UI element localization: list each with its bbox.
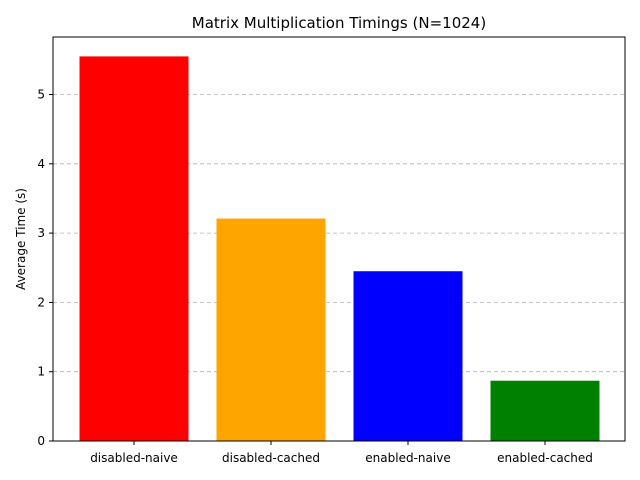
- bars: [79, 56, 600, 442]
- y-tick-label: 5: [37, 88, 45, 102]
- x-tick-label: enabled-cached: [497, 451, 593, 465]
- bar-disabled-cached: [216, 218, 326, 441]
- y-tick-label: 2: [37, 295, 45, 309]
- bar-enabled-naive: [353, 271, 463, 441]
- plot-frame: [52, 36, 626, 442]
- y-tick-label: 4: [37, 157, 45, 171]
- x-tick-label: enabled-naive: [365, 451, 450, 465]
- x-axis-ticks: disabled-naive disabled-cached enabled-nai…: [90, 441, 593, 465]
- y-tick-label: 0: [37, 434, 45, 448]
- chart-title: Matrix Multiplication Timings (N=1024): [192, 14, 486, 32]
- y-tick-label: 1: [37, 365, 45, 379]
- grid-lines: [53, 94, 625, 373]
- x-tick-label: disabled-naive: [90, 451, 178, 465]
- y-axis-ticks: 0 1 2 3 4 5: [37, 88, 53, 448]
- y-tick-label: 3: [37, 226, 45, 240]
- y-axis-label: Average Time (s): [14, 188, 28, 290]
- bar-disabled-naive: [79, 56, 189, 442]
- bar-enabled-cached: [490, 380, 600, 441]
- x-tick-label: disabled-cached: [222, 451, 320, 465]
